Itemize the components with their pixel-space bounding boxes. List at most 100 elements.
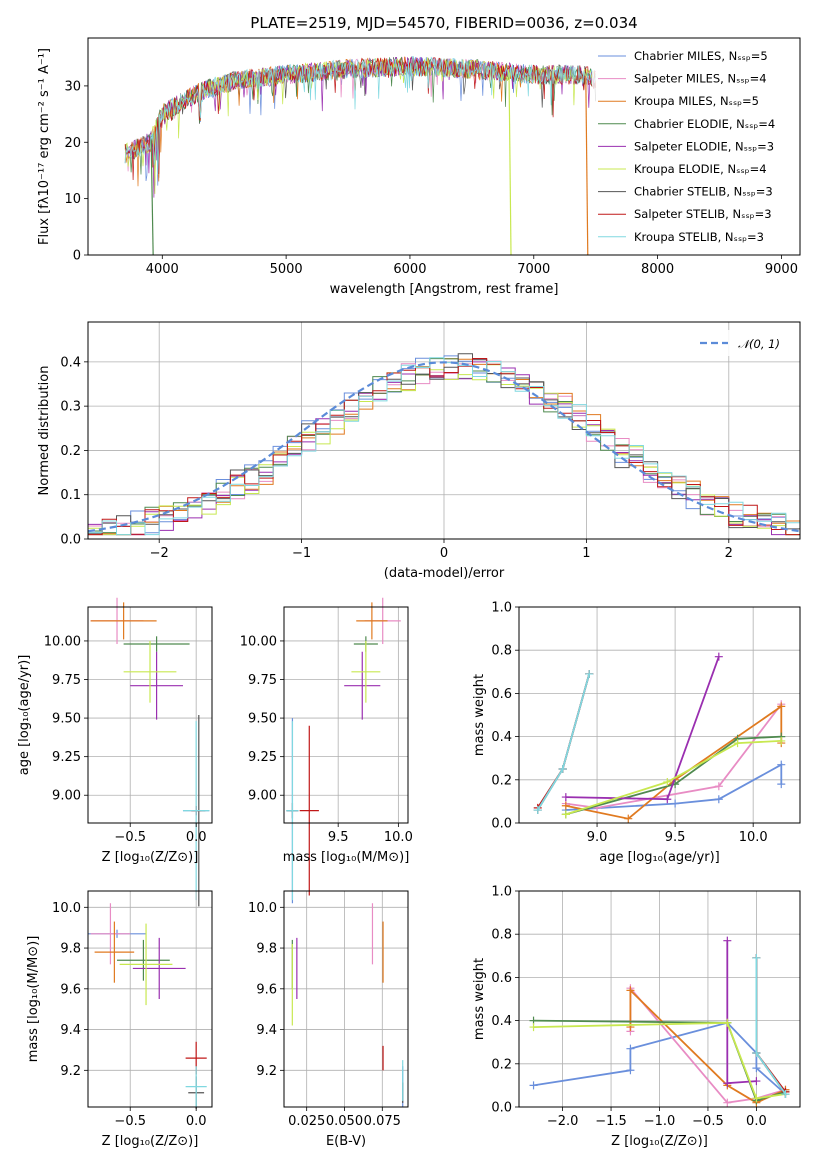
x-tick-label: 0 bbox=[440, 546, 448, 561]
spectrum-panel: 4000 5000 6000 7000 8000 9000 0 10 20 30 wavelengt… bbox=[37, 37, 801, 297]
plot-area bbox=[533, 652, 786, 823]
legend-label-kroupa-stelib: Kroupa STELIB, Nₛₛₚ=3 bbox=[634, 230, 764, 244]
weight-marker bbox=[723, 936, 732, 945]
x-tick-label: 0.0 bbox=[186, 1114, 207, 1129]
errorbar-salpeter-stelib bbox=[299, 725, 319, 896]
weight-marker bbox=[626, 986, 635, 995]
weight-marker bbox=[714, 795, 723, 804]
y-tick-label: 9.00 bbox=[248, 789, 277, 804]
x-tick-label: 10.0 bbox=[739, 830, 768, 845]
y-tick-label: 0.0 bbox=[491, 817, 512, 832]
y-axis-label: mass [log₁₀(M/M⊙)] bbox=[26, 936, 41, 1063]
errorbar-salpeter-elodie bbox=[344, 651, 381, 720]
errorbar-kroupa-miles bbox=[356, 602, 388, 640]
y-tick-label: 0.4 bbox=[491, 1014, 512, 1029]
weight-marker bbox=[561, 801, 570, 810]
y-tick-label: 0.6 bbox=[491, 687, 512, 702]
age-vs-metallicity-panel: −0.5 0.0 9.00 9.25 9.50 9.75 10.00 Z [log₁₀(Z/Z… bbox=[17, 597, 213, 907]
weight-marker bbox=[663, 777, 672, 786]
legend-label-salpeter-elodie: Salpeter ELODIE, Nₛₛₚ=3 bbox=[634, 139, 774, 153]
weight-marker bbox=[752, 953, 761, 962]
weight-vs-metallicity-panel: −2.0 −1.5 −1.0 −0.5 0.0 0.0 0.2 0.4 0.6 0.8 1.0 Z [… bbox=[472, 885, 801, 1149]
x-tick-label: 5000 bbox=[270, 262, 303, 277]
y-tick-label: 0.2 bbox=[491, 773, 512, 788]
weight-marker bbox=[777, 736, 786, 745]
weight-line-salpeter-miles bbox=[565, 703, 783, 809]
legend-label-kroupa-miles: Kroupa MILES, Nₛₛₚ=5 bbox=[634, 94, 759, 108]
weight-marker bbox=[626, 1066, 635, 1075]
errorbar-kroupa-stelib bbox=[286, 721, 299, 901]
weight-marker bbox=[752, 1077, 761, 1086]
legend-label-chabrier-elodie: Chabrier ELODIE, Nₛₛₚ=4 bbox=[634, 117, 775, 131]
y-tick-label: 0.1 bbox=[60, 488, 81, 503]
x-axis-label: Z [log₁₀(Z/Z⊙)] bbox=[611, 1134, 708, 1149]
x-tick-label: 6000 bbox=[393, 262, 426, 277]
legend-label-kroupa-elodie: Kroupa ELODIE, Nₛₛₚ=4 bbox=[634, 162, 767, 176]
plot-area bbox=[88, 353, 800, 536]
y-tick-label: 0.0 bbox=[60, 533, 81, 548]
axes-frame bbox=[283, 606, 409, 824]
x-tick-label: 9.5 bbox=[328, 830, 349, 845]
weight-marker bbox=[777, 760, 786, 769]
weight-marker bbox=[723, 1018, 732, 1027]
x-tick-label: −0.5 bbox=[692, 1114, 724, 1129]
x-axis-label: wavelength [Angstrom, rest frame] bbox=[330, 282, 559, 297]
x-tick-label: 2 bbox=[725, 546, 733, 561]
weight-marker bbox=[626, 1044, 635, 1053]
x-tick-label: 9000 bbox=[765, 262, 798, 277]
histogram-kroupa-stelib bbox=[88, 357, 800, 536]
x-axis-label: Z [log₁₀(Z/Z⊙)] bbox=[102, 1134, 199, 1149]
weight-marker bbox=[585, 669, 594, 678]
y-tick-label: 9.2 bbox=[60, 1064, 81, 1079]
errorbar-chabrier-elodie bbox=[123, 636, 190, 652]
y-tick-label: 20 bbox=[64, 136, 81, 151]
weight-line-kroupa-elodie bbox=[533, 1021, 786, 1100]
plot-area bbox=[88, 903, 207, 1110]
errorbar-chabrier-elodie bbox=[117, 939, 170, 981]
weight-marker bbox=[558, 765, 567, 773]
y-tick-label: 0 bbox=[73, 249, 81, 264]
weight-marker bbox=[529, 1081, 538, 1090]
errorbar-kroupa-miles bbox=[94, 921, 135, 983]
plot-area bbox=[286, 597, 401, 904]
legend-label-chabrier-miles: Chabrier MILES, Nₛₛₚ=5 bbox=[634, 49, 768, 63]
y-tick-label: 10.0 bbox=[248, 901, 277, 916]
y-tick-label: 9.2 bbox=[256, 1064, 277, 1079]
y-tick-label: 0.2 bbox=[60, 444, 81, 459]
x-axis-label: mass [log₁₀(M/M⊙)] bbox=[283, 850, 410, 865]
x-tick-label: 0.025 bbox=[288, 1114, 325, 1129]
y-tick-label: 9.50 bbox=[52, 712, 81, 727]
x-tick-label: 0.050 bbox=[326, 1114, 363, 1129]
x-tick-label: −0.5 bbox=[114, 830, 146, 845]
y-tick-label: 9.75 bbox=[52, 673, 81, 688]
x-tick-label: 9.0 bbox=[587, 830, 608, 845]
errorbar-kroupa-stelib bbox=[185, 1066, 207, 1107]
x-tick-label: −1.0 bbox=[644, 1114, 676, 1129]
spectrum-line-kroupa-stelib bbox=[124, 56, 597, 175]
spectrum-drop-line bbox=[585, 75, 589, 255]
age-vs-mass-panel: 9.5 10.0 9.00 9.25 9.50 9.75 10.00 mass [log₁₀(… bbox=[240, 597, 413, 904]
errorbar-kroupa-elodie bbox=[123, 640, 177, 703]
y-tick-label: 9.4 bbox=[60, 1023, 81, 1038]
spectrum-line-salpeter-stelib bbox=[124, 57, 597, 181]
x-tick-label: −2.0 bbox=[547, 1114, 579, 1129]
y-tick-label: 0.4 bbox=[60, 355, 81, 370]
errorbar-kroupa-elodie bbox=[351, 640, 381, 703]
weight-marker bbox=[714, 782, 723, 791]
weight-marker bbox=[733, 739, 742, 748]
weight-marker bbox=[723, 1098, 732, 1107]
x-axis-label: age [log₁₀(age/yr)] bbox=[599, 850, 720, 865]
y-tick-label: 9.4 bbox=[256, 1023, 277, 1038]
y-tick-label: 9.25 bbox=[248, 750, 277, 765]
x-axis-label: (data-model)/error bbox=[384, 566, 505, 581]
x-axis-label: Z [log₁₀(Z/Z⊙)] bbox=[102, 850, 199, 865]
x-axis-label: E(B-V) bbox=[326, 1134, 366, 1149]
spectrum-legend: Chabrier MILES, Nₛₛₚ=5 Salpeter MILES, Nₛ… bbox=[592, 44, 796, 250]
x-tick-label: 4000 bbox=[146, 262, 179, 277]
mass-vs-ebv-panel: 0.025 0.050 0.075 9.2 9.4 9.6 9.8 10.0 E(B-V) bbox=[248, 890, 409, 1149]
weight-marker bbox=[723, 1079, 732, 1088]
errorbar-salpeter-miles bbox=[90, 903, 131, 965]
axes-frame bbox=[87, 890, 213, 1108]
axes-frame bbox=[518, 606, 801, 824]
mass-vs-metallicity-panel: −0.5 0.0 9.2 9.4 9.6 9.8 10.0 Z [log₁₀(Z/Z⊙)] ma… bbox=[26, 890, 213, 1149]
